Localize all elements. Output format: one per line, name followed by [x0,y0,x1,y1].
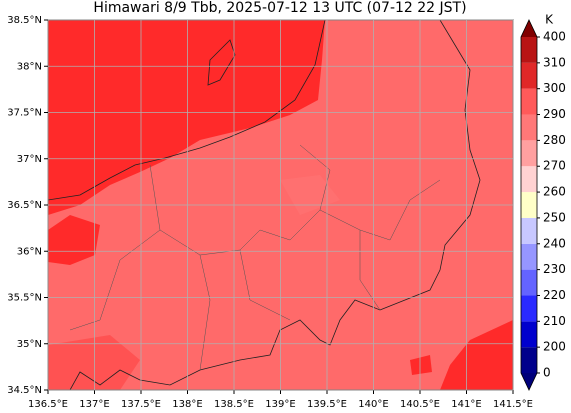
colorbar-tick-label: 280 [543,133,566,147]
y-tick-label: 37.5°N [7,108,42,119]
map-title: Himawari 8/9 Tbb, 2025-07-12 13 UTC (07-… [93,0,466,16]
colorbar-segment [521,217,537,244]
colorbar-over [521,20,537,37]
y-tick-label: 35°N [17,339,42,350]
colorbar-tick-label: 270 [543,159,566,173]
colorbar-segment [521,140,537,167]
colorbar-tick-label: 240 [543,236,566,250]
x-tick-label: 138.5°E [214,399,254,409]
colorbar-segment [521,37,537,63]
colorbar-tick-label: 260 [543,185,566,199]
x-tick-label: 140°E [358,399,388,409]
x-tick-label: 141°E [451,399,481,409]
colorbar-segment [521,243,537,270]
colorbar-under [521,373,537,390]
x-tick-label: 141.5°E [493,399,533,409]
colorbar-segment [521,192,537,218]
colorbar-tick-label: 300 [543,81,566,95]
colorbar-tick-label: 310 [543,55,566,69]
colorbar-segment [521,269,537,296]
colorbar-tick-label: 210 [543,314,566,328]
colorbar-tick-label: 400 [543,30,566,44]
colorbar-segment [521,166,537,193]
y-tick-label: 34.5°N [7,385,42,396]
y-tick-label: 37°N [17,154,42,165]
x-tick-label: 139.5°E [307,399,347,409]
x-tick-label: 139°E [265,399,295,409]
x-tick-label: 137°E [79,399,109,409]
x-tick-label: 138°E [172,399,202,409]
colorbar-segment [521,321,537,348]
x-tick-label: 140.5°E [400,399,440,409]
colorbar-tick-label: 250 [543,210,566,224]
colorbar-label: K [545,13,554,27]
x-tick-label: 136.5°E [28,399,68,409]
colorbar-tick-label: 230 [543,262,566,276]
y-tick-label: 35.5°N [7,293,42,304]
y-tick-label: 38°N [17,61,42,72]
colorbar-tick-label: 290 [543,107,566,121]
y-tick-label: 36°N [17,246,42,257]
colorbar-segment [521,88,537,115]
colorbar-segment [521,62,537,89]
colorbar-tick-label: 200 [543,340,566,354]
colorbar-segment [521,295,537,322]
y-tick-label: 38.5°N [7,15,42,26]
colorbar-segment [521,114,537,141]
colorbar-tick-label: 220 [543,288,566,302]
colorbar-tick-label: 0 [543,366,551,380]
x-tick-label: 137.5°E [121,399,161,409]
boundaries [48,20,481,390]
colorbar-segment [521,347,537,373]
y-tick-label: 36.5°N [7,200,42,211]
